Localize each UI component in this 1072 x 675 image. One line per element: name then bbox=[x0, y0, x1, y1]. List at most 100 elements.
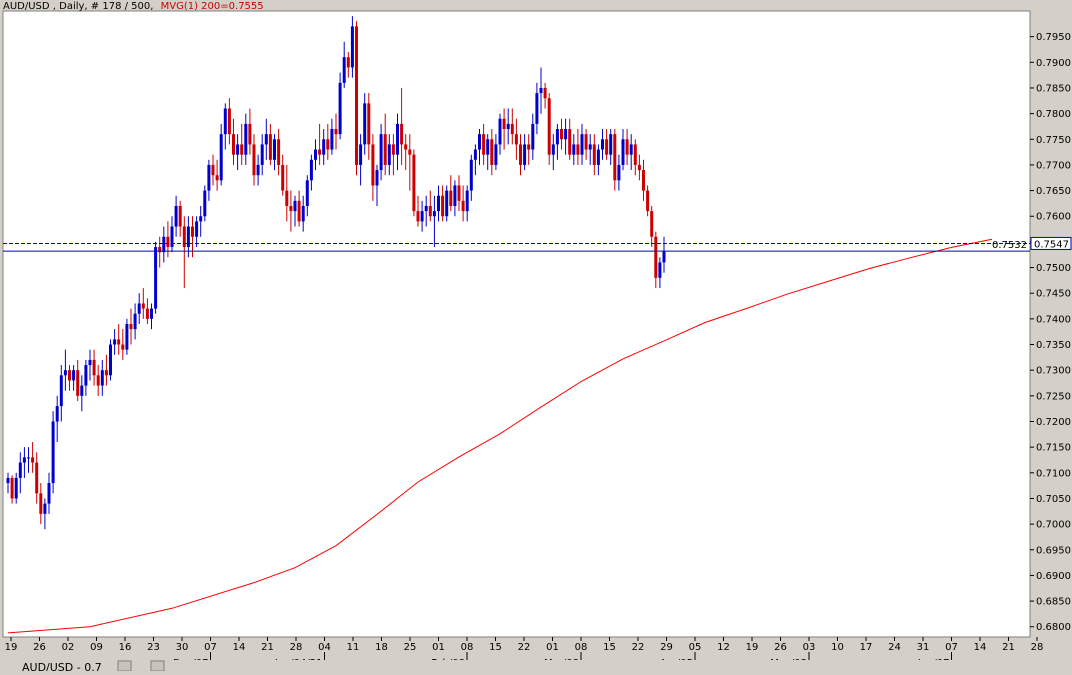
y-tick-label: 0.7450 bbox=[1036, 289, 1071, 300]
candle bbox=[564, 118, 568, 155]
x-tick-label: 12 bbox=[717, 642, 730, 653]
candle-body bbox=[273, 139, 276, 160]
moving-average-line bbox=[7, 238, 993, 634]
x-tick-label: 21 bbox=[261, 642, 274, 653]
candle bbox=[338, 72, 342, 140]
moving-average-layer bbox=[7, 238, 993, 634]
candle-body bbox=[383, 134, 387, 165]
candle bbox=[129, 308, 133, 345]
candle bbox=[547, 93, 551, 165]
x-tick-label: 30 bbox=[176, 642, 189, 653]
candle-body bbox=[240, 144, 244, 155]
tab-scroll-left-button[interactable] bbox=[117, 660, 132, 672]
x-tick-label: 01 bbox=[546, 642, 559, 653]
candle bbox=[277, 129, 281, 176]
candle bbox=[494, 134, 498, 171]
candle bbox=[260, 134, 264, 176]
candle-body bbox=[330, 129, 334, 150]
candle-body bbox=[223, 108, 227, 135]
candle-body bbox=[22, 457, 26, 463]
candle-body bbox=[617, 164, 621, 181]
candle-body bbox=[186, 226, 190, 248]
candle bbox=[478, 129, 481, 165]
candle-body bbox=[355, 26, 358, 165]
candle bbox=[240, 123, 244, 165]
candle-body bbox=[314, 149, 317, 160]
candle-body bbox=[191, 226, 194, 237]
candle bbox=[498, 113, 502, 155]
candle bbox=[363, 93, 367, 155]
candle-body bbox=[59, 375, 63, 407]
candle-body bbox=[232, 134, 235, 155]
x-tick-label: 19 bbox=[5, 642, 18, 653]
candle bbox=[100, 359, 104, 396]
candle bbox=[355, 21, 358, 176]
x-tick-label: 25 bbox=[404, 642, 417, 653]
candle bbox=[621, 129, 625, 171]
x-tick-label: 16 bbox=[119, 642, 132, 653]
x-tick-label: 22 bbox=[518, 642, 531, 653]
candle-body bbox=[145, 308, 149, 319]
candle bbox=[629, 134, 633, 171]
x-tick-label: 14 bbox=[974, 642, 987, 653]
x-tick-label: 09 bbox=[90, 642, 103, 653]
y-tick-label: 0.7250 bbox=[1036, 391, 1071, 402]
candle-body bbox=[113, 339, 117, 345]
candle-body bbox=[244, 123, 248, 155]
candle bbox=[482, 123, 486, 165]
candle-body bbox=[453, 185, 457, 206]
candle bbox=[281, 154, 285, 196]
y-tick-label: 0.7650 bbox=[1036, 186, 1071, 197]
tab-scroll-right-button[interactable] bbox=[150, 660, 165, 672]
x-tick-label: 22 bbox=[632, 642, 645, 653]
candle-body bbox=[47, 483, 51, 504]
candle-body bbox=[219, 134, 223, 181]
candle-body bbox=[27, 457, 30, 459]
candle-body bbox=[437, 195, 440, 212]
candle bbox=[527, 134, 531, 165]
candle bbox=[334, 113, 338, 150]
candle-body bbox=[564, 129, 568, 140]
x-tick-label: 26 bbox=[774, 642, 787, 653]
candle-body bbox=[125, 324, 129, 350]
x-tick-label: 28 bbox=[290, 642, 303, 653]
candle bbox=[420, 200, 424, 232]
candle-body bbox=[293, 200, 297, 212]
candle-body bbox=[588, 144, 592, 150]
candle-body bbox=[514, 134, 518, 145]
candle-body bbox=[309, 159, 313, 181]
candle-body bbox=[412, 154, 416, 212]
y-tick-label: 0.6900 bbox=[1036, 571, 1071, 582]
candle bbox=[445, 185, 449, 222]
candle bbox=[601, 129, 604, 160]
candle bbox=[268, 123, 272, 165]
candle-body bbox=[174, 205, 178, 227]
candle-body bbox=[318, 149, 322, 155]
x-tick-label: 03 bbox=[803, 642, 816, 653]
candle bbox=[543, 82, 547, 109]
candle bbox=[117, 324, 121, 355]
candle-body bbox=[68, 370, 71, 381]
candle-body bbox=[31, 457, 35, 463]
candle-body bbox=[510, 123, 514, 135]
bottom-tab-label[interactable]: AUD/USD - 0.7 bbox=[22, 661, 102, 674]
y-tick-label: 0.7150 bbox=[1036, 443, 1071, 454]
y-tick-label: 0.7600 bbox=[1036, 212, 1071, 223]
candle-body bbox=[539, 87, 543, 94]
candle bbox=[318, 123, 322, 165]
candle bbox=[486, 134, 490, 171]
candle-body bbox=[428, 205, 432, 217]
candle bbox=[592, 134, 596, 176]
candle-body bbox=[490, 139, 494, 165]
candle-body bbox=[531, 123, 535, 150]
candle bbox=[588, 134, 592, 165]
candle bbox=[68, 365, 71, 391]
candle bbox=[367, 93, 371, 160]
candle bbox=[322, 129, 326, 165]
candle bbox=[437, 185, 440, 222]
x-tick-label: 08 bbox=[461, 642, 474, 653]
candle-body bbox=[281, 164, 285, 191]
candle-body bbox=[252, 144, 256, 176]
